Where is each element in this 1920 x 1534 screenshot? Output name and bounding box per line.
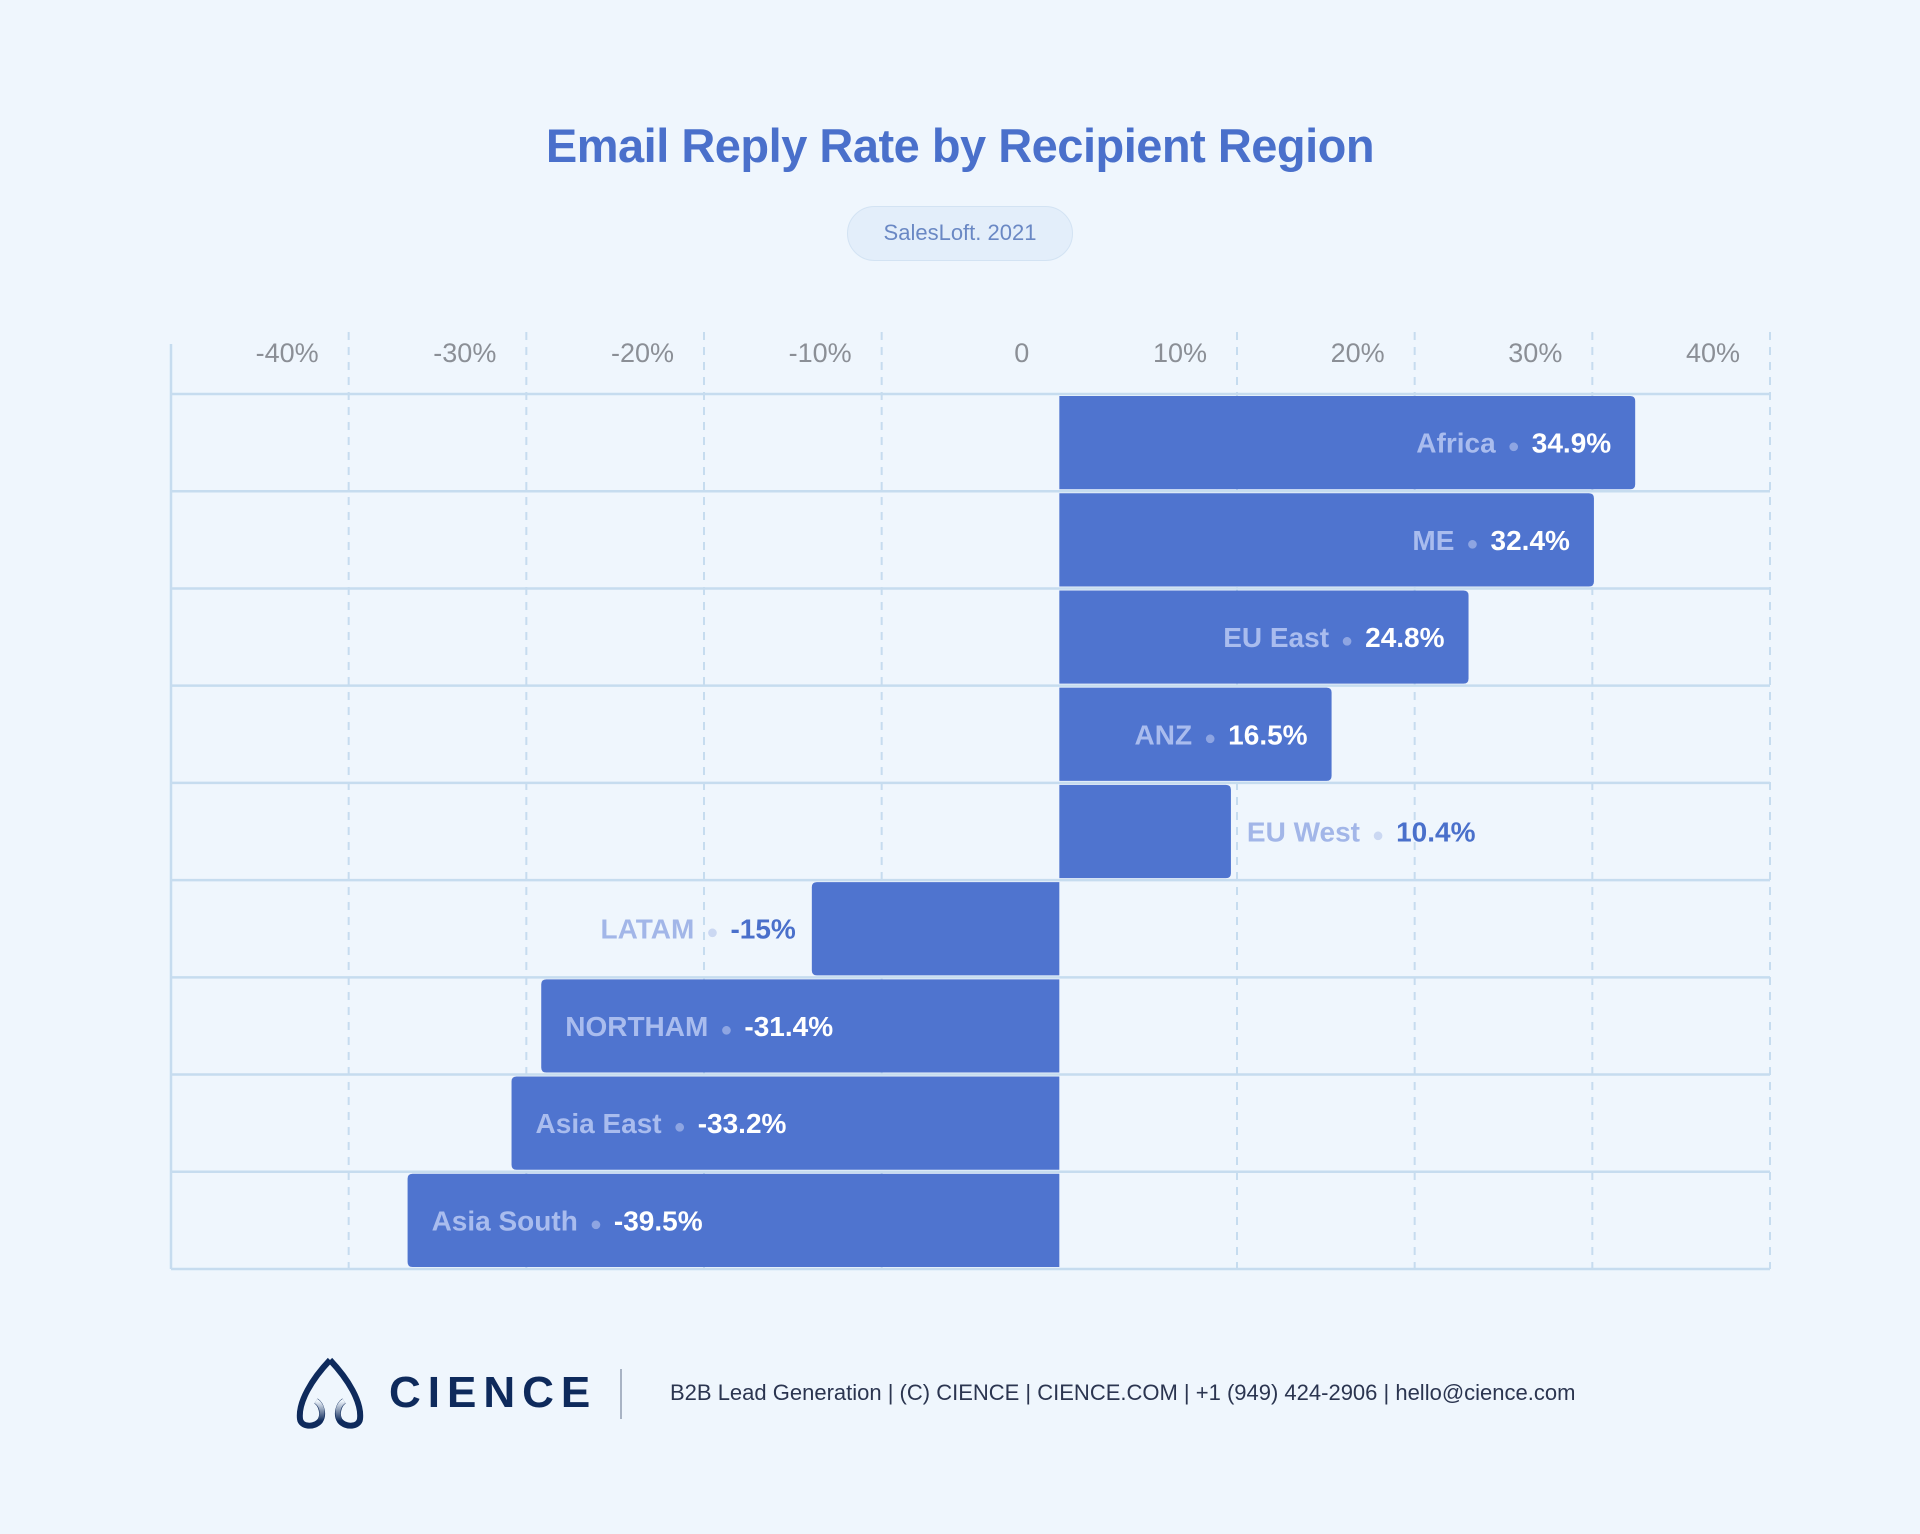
region-name: EU East xyxy=(1223,622,1329,653)
x-tick-label: 40% xyxy=(1686,338,1740,368)
bar xyxy=(1059,493,1594,587)
value-label: -31.4% xyxy=(744,1011,833,1042)
x-tick-label: 10% xyxy=(1153,338,1207,368)
bar xyxy=(541,979,1060,1073)
bar-label: EU West ● 10.4% xyxy=(1247,817,1476,848)
bar xyxy=(811,882,1060,976)
bar-label: ANZ ● 16.5% xyxy=(1135,719,1308,750)
bar-group: ME ● 32.4% xyxy=(1059,493,1594,587)
x-tick-label: 30% xyxy=(1508,338,1562,368)
separator-dot-icon: ● xyxy=(720,1019,732,1041)
value-label: 10.4% xyxy=(1396,817,1475,848)
bar-label: Asia South ● -39.5% xyxy=(432,1205,703,1236)
footer-contact-text: B2B Lead Generation | (C) CIENCE | CIENC… xyxy=(670,1380,1576,1405)
bar-group: Asia East ● -33.2% xyxy=(511,1076,1060,1170)
separator-dot-icon: ● xyxy=(706,922,718,944)
value-label: 34.9% xyxy=(1532,428,1611,459)
x-tick-label: 0 xyxy=(1014,338,1029,368)
region-name: Asia South xyxy=(432,1205,578,1236)
x-tick-label: -20% xyxy=(611,338,674,368)
bar xyxy=(1059,396,1636,490)
separator-dot-icon: ● xyxy=(1341,630,1353,652)
value-label: 16.5% xyxy=(1228,719,1307,750)
bar-group: Asia South ● -39.5% xyxy=(407,1173,1060,1267)
bar-label: LATAM ● -15% xyxy=(601,914,796,945)
bar-label: Asia East ● -33.2% xyxy=(536,1108,787,1139)
separator-dot-icon: ● xyxy=(1466,533,1478,555)
value-label: -33.2% xyxy=(698,1108,787,1139)
source-badge: SalesLoft. 2021 xyxy=(847,206,1073,261)
x-tick-label: 20% xyxy=(1331,338,1385,368)
bar-label: ME ● 32.4% xyxy=(1412,525,1570,556)
bar-group: NORTHAM ● -31.4% xyxy=(541,979,1060,1073)
region-name: LATAM xyxy=(601,914,695,945)
region-name: ME xyxy=(1412,525,1454,556)
x-tick-label: -40% xyxy=(256,338,319,368)
brand-name: CIENCE xyxy=(389,1368,598,1417)
bar-label: EU East ● 24.8% xyxy=(1223,622,1444,653)
bar-group: Africa ● 34.9% xyxy=(1059,396,1636,490)
cience-logo-icon xyxy=(296,1357,364,1429)
value-label: -39.5% xyxy=(614,1205,703,1236)
value-label: 24.8% xyxy=(1365,622,1444,653)
bar-group: ANZ ● 16.5% xyxy=(1059,687,1332,781)
bar xyxy=(407,1173,1060,1267)
region-name: NORTHAM xyxy=(565,1011,708,1042)
separator-dot-icon: ● xyxy=(590,1213,602,1235)
footer-divider xyxy=(620,1369,622,1419)
separator-dot-icon: ● xyxy=(1508,436,1520,458)
value-label: 32.4% xyxy=(1491,525,1570,556)
bar xyxy=(1059,687,1332,781)
region-name: ANZ xyxy=(1135,719,1193,750)
separator-dot-icon: ● xyxy=(1372,825,1384,847)
value-label: -15% xyxy=(730,914,795,945)
region-name: EU West xyxy=(1247,817,1360,848)
bar xyxy=(1059,590,1469,684)
separator-dot-icon: ● xyxy=(1204,727,1216,749)
x-tick-label: -10% xyxy=(789,338,852,368)
separator-dot-icon: ● xyxy=(674,1116,686,1138)
bar-label: NORTHAM ● -31.4% xyxy=(565,1011,833,1042)
chart-title: Email Reply Rate by Recipient Region xyxy=(545,119,1375,172)
bar-group: EU West ● 10.4% xyxy=(1059,784,1476,879)
bar xyxy=(511,1076,1060,1170)
bar-group: LATAM ● -15% xyxy=(601,882,1060,976)
region-name: Africa xyxy=(1416,428,1496,459)
bar-label: Africa ● 34.9% xyxy=(1416,428,1611,459)
region-name: Asia East xyxy=(536,1108,662,1139)
bar-group: EU East ● 24.8% xyxy=(1059,590,1469,684)
bar xyxy=(1059,784,1231,879)
x-tick-label: -30% xyxy=(433,338,496,368)
